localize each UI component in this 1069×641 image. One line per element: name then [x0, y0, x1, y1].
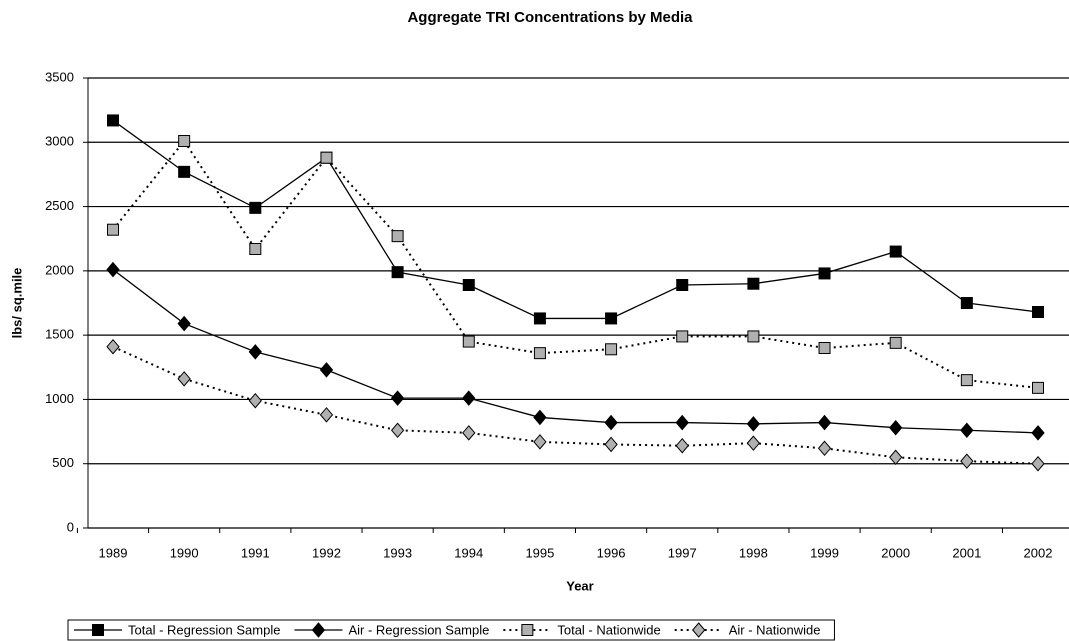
data-point — [817, 440, 832, 457]
legend-label: Total - Regression Sample — [128, 622, 280, 637]
chart-title: Aggregate TRI Concentrations by Media — [407, 9, 693, 26]
data-point — [391, 266, 404, 279]
x-tick-label: 1991 — [241, 545, 270, 560]
data-point — [960, 422, 974, 439]
x-tick-label: 2001 — [952, 545, 981, 560]
data-point — [605, 343, 618, 356]
y-tick-label: 3000 — [45, 134, 74, 149]
data-point — [960, 453, 974, 469]
data-point — [178, 135, 191, 147]
data-point — [391, 230, 404, 243]
data-point — [248, 344, 262, 360]
data-point — [533, 409, 547, 426]
data-point — [249, 201, 262, 214]
series-line — [112, 119, 1039, 320]
data-point — [676, 279, 689, 291]
data-point — [746, 416, 761, 432]
y-tick-label: 1500 — [45, 327, 74, 342]
data-point — [248, 392, 262, 409]
y-tick-label: 2000 — [45, 262, 74, 277]
legend-label: Air - Nationwide — [729, 622, 821, 637]
x-tick-label: 1998 — [739, 545, 768, 560]
series-line — [112, 345, 1039, 465]
y-axis-label: lbs/ sq.mile — [9, 268, 24, 339]
data-point — [889, 336, 902, 349]
data-point — [817, 414, 832, 431]
x-axis-label: Year — [566, 578, 593, 593]
data-point — [462, 279, 475, 291]
data-point — [818, 267, 831, 280]
data-point — [178, 165, 191, 178]
x-tick-label: 1989 — [99, 545, 128, 560]
x-tick-label: 1990 — [170, 545, 199, 560]
x-tick-label: 1993 — [383, 545, 412, 560]
data-point — [605, 312, 618, 325]
legend-box — [67, 619, 835, 641]
data-point — [533, 434, 547, 450]
data-point — [676, 330, 689, 343]
y-tick-label: 1000 — [45, 391, 74, 406]
data-point — [1032, 381, 1044, 394]
data-point — [177, 315, 191, 332]
series-line — [112, 269, 1039, 434]
data-point — [889, 245, 902, 258]
x-tick-label: 2002 — [1024, 545, 1053, 560]
data-point — [249, 243, 262, 255]
data-point — [1031, 455, 1045, 472]
data-point — [747, 277, 760, 290]
legend-label: Air - Regression Sample — [348, 622, 489, 637]
y-tick-label: 0 — [67, 519, 74, 534]
data-point — [106, 338, 120, 355]
data-point — [960, 297, 973, 309]
data-point — [1032, 306, 1044, 318]
data-point — [107, 223, 119, 236]
legend-marker — [692, 622, 706, 638]
legend-label: Total - Nationwide — [557, 622, 660, 637]
x-tick-label: 1994 — [454, 545, 483, 560]
data-point — [1031, 425, 1045, 441]
data-point — [462, 390, 476, 406]
data-point — [533, 312, 546, 325]
legend-marker — [521, 624, 534, 636]
x-tick-label: 2000 — [881, 545, 910, 560]
data-point — [462, 335, 475, 348]
data-point — [320, 151, 333, 164]
x-tick-label: 1997 — [668, 545, 697, 560]
x-tick-label: 1992 — [312, 545, 341, 560]
x-tick-label: 1995 — [525, 545, 554, 560]
data-point — [747, 330, 760, 343]
data-point — [107, 114, 119, 127]
data-point — [604, 436, 618, 453]
y-tick-label: 500 — [52, 455, 74, 470]
legend-marker — [92, 624, 104, 636]
legend: Total - Regression Sample Air - Regressio… — [67, 619, 835, 641]
data-point — [818, 342, 831, 354]
data-point — [889, 419, 903, 436]
data-point — [960, 374, 973, 387]
x-tick-label: 1996 — [597, 545, 626, 560]
x-tick-label: 1999 — [810, 545, 839, 560]
data-point — [177, 371, 191, 387]
data-point — [106, 261, 120, 278]
data-point — [533, 347, 546, 360]
data-point — [390, 390, 405, 406]
data-point — [462, 425, 476, 441]
y-tick-label: 2500 — [45, 198, 74, 213]
data-point — [390, 422, 405, 439]
data-point — [889, 449, 903, 466]
data-point — [675, 437, 689, 454]
data-point — [746, 435, 761, 451]
data-point — [604, 414, 618, 431]
y-tick-label: 3500 — [45, 69, 74, 84]
legend-marker — [311, 622, 326, 638]
data-point — [319, 407, 334, 423]
data-point — [319, 362, 334, 378]
data-point — [675, 414, 689, 431]
